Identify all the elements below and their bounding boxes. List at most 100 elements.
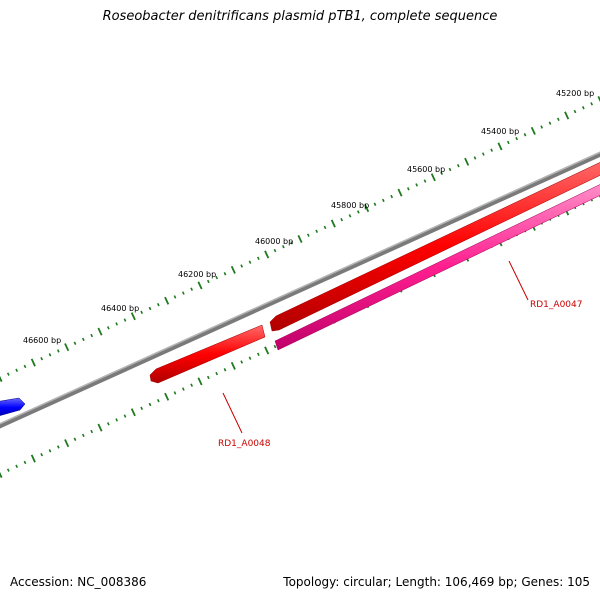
minor-tick (448, 167, 452, 172)
leader-line-rd1-a0048 (222, 392, 243, 434)
major-tick (430, 173, 436, 182)
minor-tick (456, 163, 460, 168)
minor-tick (356, 210, 360, 214)
major-tick (364, 204, 370, 213)
minor-tick (156, 398, 160, 403)
major-tick (97, 423, 103, 432)
minor-tick (490, 148, 494, 152)
minor-tick (56, 445, 60, 449)
gene-blue[interactable] (0, 397, 26, 417)
minor-tick (90, 429, 94, 434)
minor-tick (173, 295, 177, 299)
major-tick (0, 471, 3, 479)
topology-summary: Topology: circular; Length: 106,469 bp; … (283, 575, 590, 589)
minor-tick (273, 344, 277, 349)
minor-tick (81, 337, 85, 342)
minor-tick (248, 260, 252, 264)
gene-rd1-a0048[interactable] (149, 324, 266, 384)
minor-tick (590, 102, 594, 106)
minor-tick (215, 275, 219, 280)
minor-tick (173, 391, 177, 395)
minor-tick (223, 272, 227, 276)
minor-tick (415, 183, 419, 187)
minor-tick (48, 449, 52, 453)
minor-tick (90, 333, 94, 338)
minor-tick (240, 360, 244, 364)
minor-tick (481, 152, 485, 156)
minor-tick (381, 198, 385, 203)
tick-label: 45600 bp (407, 165, 445, 174)
minor-tick (556, 117, 560, 122)
minor-tick (256, 256, 260, 261)
plasmid-backbone (0, 151, 600, 429)
minor-tick (581, 106, 585, 110)
minor-tick (40, 452, 44, 457)
minor-tick (190, 383, 194, 387)
minor-tick (115, 418, 119, 422)
map-title: Roseobacter denitrificans plasmid pTB1, … (102, 9, 498, 24)
minor-tick (473, 156, 477, 160)
major-tick (597, 95, 600, 103)
minor-tick (240, 264, 244, 268)
major-tick (30, 454, 36, 463)
minor-tick (81, 433, 85, 438)
minor-tick (73, 437, 77, 441)
minor-tick (506, 140, 510, 145)
minor-tick (515, 136, 519, 141)
cds-feature[interactable] (274, 183, 600, 351)
minor-tick (440, 171, 444, 176)
minor-tick (348, 214, 352, 218)
major-tick (230, 265, 236, 274)
plasmid-backbone-highlight (0, 151, 600, 425)
minor-tick (23, 460, 27, 465)
major-tick (30, 358, 36, 367)
leader-line-rd1-a0047 (508, 260, 529, 301)
minor-tick (140, 310, 144, 315)
tick-label: 46200 bp (178, 270, 216, 279)
major-tick (197, 377, 203, 386)
minor-tick (181, 387, 185, 391)
minor-tick (148, 306, 152, 311)
major-tick (197, 281, 203, 290)
minor-tick (123, 318, 127, 322)
minor-tick (73, 341, 77, 345)
major-tick (64, 343, 70, 352)
major-tick (130, 312, 136, 321)
tick-label: 45800 bp (331, 201, 369, 210)
minor-tick (123, 414, 127, 418)
minor-tick (315, 229, 319, 233)
major-tick (464, 157, 470, 166)
major-tick (330, 219, 336, 228)
major-tick (130, 408, 136, 417)
minor-tick (540, 125, 544, 129)
major-tick (497, 142, 503, 151)
minor-tick (140, 406, 144, 411)
tick-label: 46600 bp (23, 336, 61, 345)
minor-tick (290, 241, 294, 245)
tick-label: 46000 bp (255, 237, 293, 246)
minor-tick (548, 121, 552, 125)
minor-tick (48, 353, 52, 357)
minor-tick (373, 202, 377, 206)
minor-tick (273, 248, 277, 253)
major-tick (397, 188, 403, 197)
tick-label: 45200 bp (556, 89, 594, 98)
minor-tick (206, 279, 210, 284)
gene-rd1-a0047[interactable] (269, 160, 600, 332)
tick-label: 45400 bp (481, 127, 519, 136)
major-tick (564, 111, 570, 120)
minor-tick (15, 464, 19, 468)
minor-tick (340, 217, 344, 222)
major-tick (264, 250, 270, 259)
major-tick (164, 392, 170, 401)
minor-tick (406, 187, 410, 191)
gene-label-rd1-a0047: RD1_A0047 (530, 300, 582, 310)
accession-text: Accession: NC_008386 (10, 575, 147, 589)
minor-tick (223, 368, 227, 372)
minor-tick (281, 245, 285, 249)
major-tick (297, 234, 303, 244)
minor-tick (323, 225, 327, 230)
minor-tick (573, 109, 577, 114)
minor-tick (190, 287, 194, 291)
